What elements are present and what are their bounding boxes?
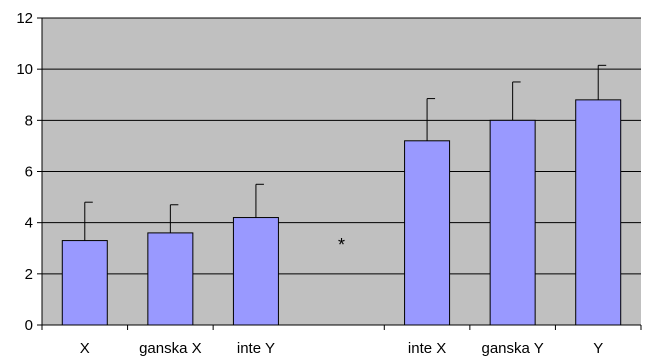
y-tick-label: 10 — [16, 61, 33, 78]
x-category-label: Y — [593, 340, 603, 357]
x-category-label: ganska Y — [482, 340, 544, 357]
bar — [489, 119, 536, 326]
bar — [232, 217, 279, 326]
bar — [575, 99, 622, 326]
significance-asterisk: * — [338, 235, 345, 255]
y-tick-label: 8 — [25, 112, 33, 129]
x-category-label: inte X — [408, 340, 446, 357]
x-category-label: inte Y — [237, 340, 275, 357]
x-category-label: ganska X — [139, 340, 202, 357]
y-tick-label: 12 — [16, 10, 33, 27]
x-category-label: X — [80, 340, 90, 357]
bar — [404, 140, 451, 326]
y-tick-label: 2 — [25, 266, 33, 283]
y-tick-label: 4 — [25, 215, 33, 232]
bar — [147, 232, 194, 326]
y-tick-label: 6 — [25, 164, 33, 181]
y-tick-label: 0 — [25, 317, 33, 334]
bar — [61, 240, 108, 326]
